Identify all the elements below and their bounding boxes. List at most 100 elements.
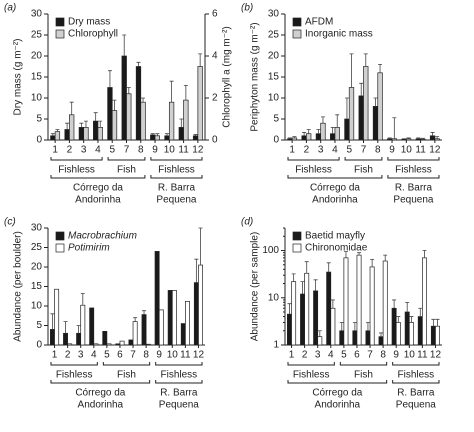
- error-bar: [335, 114, 340, 128]
- group-bracket: [287, 157, 340, 161]
- error-bar: [304, 261, 309, 274]
- bar: [343, 257, 349, 346]
- bar: [415, 138, 421, 141]
- error-bar: [370, 258, 375, 267]
- error-bar: [50, 133, 55, 136]
- bar: [422, 257, 427, 346]
- bar: [404, 311, 410, 346]
- error-bar: [352, 322, 357, 331]
- x-tick-label: 4: [95, 145, 101, 156]
- error-bar: [343, 251, 348, 258]
- group-bracket: [392, 362, 440, 366]
- bar: [317, 336, 323, 346]
- error-bar: [313, 279, 318, 291]
- error-bar: [435, 136, 440, 139]
- y-tick-label: 25: [31, 30, 43, 41]
- bar: [54, 131, 61, 141]
- x-tick-label: 1: [52, 145, 58, 156]
- bar: [192, 135, 199, 141]
- legend-label: AFDM: [305, 17, 333, 28]
- bar: [344, 118, 350, 141]
- error-bar: [431, 318, 436, 327]
- y-tick-label: 20: [31, 262, 43, 273]
- legend-swatch: [55, 17, 65, 27]
- legend-swatch: [292, 17, 302, 27]
- bar: [69, 114, 75, 141]
- site-label: Córrego da: [73, 183, 123, 194]
- legend-label: Baetid mayfly: [305, 231, 365, 242]
- y-tick-label: 100: [262, 245, 279, 256]
- y-axis-label: Abundance (per sample): [250, 232, 261, 342]
- y2-tick-label: 2: [212, 93, 218, 104]
- bar: [178, 127, 184, 141]
- error-bar: [93, 112, 98, 122]
- bar: [330, 133, 336, 141]
- group-bracket: [155, 362, 203, 366]
- site-bracket: [287, 175, 383, 179]
- error-bar: [107, 70, 112, 88]
- site-label: Córrego da: [310, 183, 360, 194]
- x-tick-label: 1: [289, 145, 295, 156]
- x-tick-label: 1: [289, 350, 295, 361]
- x-tick-label: 1: [52, 350, 58, 361]
- y-tick-label: 5: [36, 320, 42, 331]
- bar: [313, 290, 319, 346]
- group-label: Fishless: [295, 165, 332, 176]
- error-bar: [392, 299, 397, 309]
- site-bracket: [50, 175, 146, 179]
- x-tick-label: 12: [192, 145, 204, 156]
- bar: [363, 66, 369, 141]
- error-bar: [316, 129, 321, 134]
- bar: [330, 307, 336, 346]
- y-tick-label: 10: [268, 93, 280, 104]
- error-bar: [344, 97, 349, 119]
- panel-label: (a): [4, 3, 16, 14]
- x-tick-label: 4: [332, 145, 338, 156]
- group-label: Fish: [117, 165, 136, 176]
- error-bar: [317, 330, 322, 337]
- x-tick-label: 12: [430, 350, 442, 361]
- error-bar: [291, 273, 296, 282]
- error-bar: [69, 101, 74, 115]
- panel-label: (d): [241, 217, 253, 228]
- error-bar: [330, 127, 335, 134]
- site-label: Andorinha: [78, 400, 124, 411]
- error-bar: [150, 133, 155, 135]
- bar: [135, 66, 142, 141]
- bar: [434, 138, 440, 141]
- error-bar: [420, 137, 425, 140]
- bar: [306, 133, 312, 141]
- bar: [395, 322, 401, 346]
- y-tick-label: 20: [268, 51, 280, 62]
- bar: [107, 87, 113, 141]
- site-bracket: [155, 380, 203, 384]
- error-bar: [349, 53, 354, 88]
- x-tick-label: 12: [193, 350, 205, 361]
- bar: [145, 343, 151, 346]
- x-tick-label: 3: [81, 145, 87, 156]
- x-tick-label: 5: [346, 145, 352, 156]
- bar: [83, 127, 89, 141]
- bar: [154, 251, 160, 346]
- bar: [168, 101, 175, 141]
- y2-tick-label: 4: [212, 51, 218, 62]
- error-bar: [169, 80, 174, 103]
- error-bar: [112, 99, 117, 111]
- error-bar: [136, 61, 141, 67]
- legend-swatch: [55, 29, 65, 39]
- legend-swatch: [292, 243, 302, 253]
- error-bar: [65, 122, 70, 130]
- error-bar: [302, 132, 307, 136]
- legend-label: Potimirim: [68, 243, 110, 254]
- x-tick-label: 9: [393, 350, 399, 361]
- x-tick-label: 11: [415, 145, 426, 156]
- y2-tick-label: 0: [212, 135, 218, 146]
- y-tick-label: 30: [31, 223, 43, 234]
- legend-label: Chironomidae: [305, 243, 368, 254]
- bar: [158, 309, 164, 346]
- error-bar: [98, 120, 103, 128]
- bar: [320, 122, 326, 141]
- bar: [391, 307, 397, 346]
- error-bar: [122, 34, 127, 56]
